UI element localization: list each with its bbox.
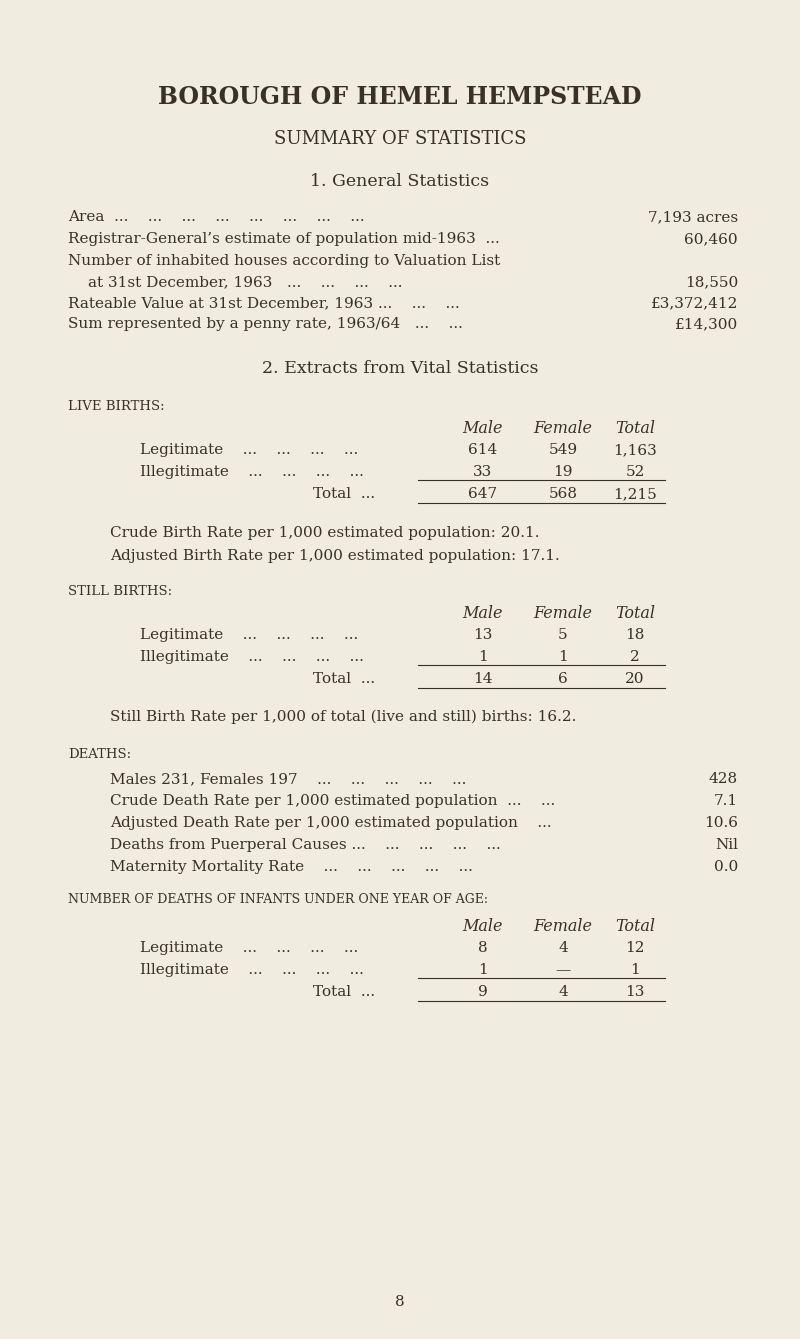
Text: 0.0: 0.0 [714, 860, 738, 874]
Text: 14: 14 [474, 672, 493, 686]
Text: 13: 13 [474, 628, 493, 641]
Text: £3,372,412: £3,372,412 [650, 296, 738, 311]
Text: BOROUGH OF HEMEL HEMPSTEAD: BOROUGH OF HEMEL HEMPSTEAD [158, 84, 642, 108]
Text: Total: Total [615, 919, 655, 935]
Text: DEATHS:: DEATHS: [68, 749, 131, 761]
Text: 1. General Statistics: 1. General Statistics [310, 173, 490, 190]
Text: 1: 1 [478, 963, 488, 977]
Text: 1,163: 1,163 [613, 443, 657, 457]
Text: 428: 428 [709, 773, 738, 786]
Text: Crude Birth Rate per 1,000 estimated population: 20.1.: Crude Birth Rate per 1,000 estimated pop… [110, 526, 539, 540]
Text: 8: 8 [478, 941, 488, 955]
Text: 18,550: 18,550 [685, 274, 738, 289]
Text: Adjusted Death Rate per 1,000 estimated population    ...: Adjusted Death Rate per 1,000 estimated … [110, 815, 552, 830]
Text: Illegitimate    ...    ...    ...    ...: Illegitimate ... ... ... ... [140, 465, 364, 479]
Text: Deaths from Puerperal Causes ...    ...    ...    ...    ...: Deaths from Puerperal Causes ... ... ...… [110, 838, 501, 852]
Text: STILL BIRTHS:: STILL BIRTHS: [68, 585, 172, 599]
Text: 549: 549 [549, 443, 578, 457]
Text: NUMBER OF DEATHS OF INFANTS UNDER ONE YEAR OF AGE:: NUMBER OF DEATHS OF INFANTS UNDER ONE YE… [68, 893, 488, 907]
Text: 7.1: 7.1 [714, 794, 738, 807]
Text: Legitimate    ...    ...    ...    ...: Legitimate ... ... ... ... [140, 628, 358, 641]
Text: 18: 18 [626, 628, 645, 641]
Text: 6: 6 [558, 672, 568, 686]
Text: Illegitimate    ...    ...    ...    ...: Illegitimate ... ... ... ... [140, 649, 364, 664]
Text: Total  ...: Total ... [313, 672, 375, 686]
Text: Male: Male [462, 605, 503, 623]
Text: at 31st December, 1963   ...    ...    ...    ...: at 31st December, 1963 ... ... ... ... [88, 274, 402, 289]
Text: Registrar-General’s estimate of population mid-1963  ...: Registrar-General’s estimate of populati… [68, 232, 500, 246]
Text: 2: 2 [630, 649, 640, 664]
Text: 2. Extracts from Vital Statistics: 2. Extracts from Vital Statistics [262, 360, 538, 378]
Text: Female: Female [534, 420, 593, 437]
Text: Maternity Mortality Rate    ...    ...    ...    ...    ...: Maternity Mortality Rate ... ... ... ...… [110, 860, 473, 874]
Text: Sum represented by a penny rate, 1963/64   ...    ...: Sum represented by a penny rate, 1963/64… [68, 317, 463, 331]
Text: SUMMARY OF STATISTICS: SUMMARY OF STATISTICS [274, 130, 526, 149]
Text: Legitimate    ...    ...    ...    ...: Legitimate ... ... ... ... [140, 941, 358, 955]
Text: Female: Female [534, 919, 593, 935]
Text: 1: 1 [630, 963, 640, 977]
Text: 647: 647 [469, 487, 498, 501]
Text: 60,460: 60,460 [684, 232, 738, 246]
Text: Total  ...: Total ... [313, 986, 375, 999]
Text: 7,193 acres: 7,193 acres [648, 210, 738, 224]
Text: 12: 12 [626, 941, 645, 955]
Text: 4: 4 [558, 941, 568, 955]
Text: 1: 1 [478, 649, 488, 664]
Text: Total  ...: Total ... [313, 487, 375, 501]
Text: Number of inhabited houses according to Valuation List: Number of inhabited houses according to … [68, 254, 500, 268]
Text: Male: Male [462, 420, 503, 437]
Text: —: — [555, 963, 570, 977]
Text: Nil: Nil [715, 838, 738, 852]
Text: 9: 9 [478, 986, 488, 999]
Text: Area  ...    ...    ...    ...    ...    ...    ...    ...: Area ... ... ... ... ... ... ... ... [68, 210, 365, 224]
Text: 1: 1 [558, 649, 568, 664]
Text: 20: 20 [626, 672, 645, 686]
Text: Illegitimate    ...    ...    ...    ...: Illegitimate ... ... ... ... [140, 963, 364, 977]
Text: 5: 5 [558, 628, 568, 641]
Text: LIVE BIRTHS:: LIVE BIRTHS: [68, 400, 165, 412]
Text: Legitimate    ...    ...    ...    ...: Legitimate ... ... ... ... [140, 443, 358, 457]
Text: 19: 19 [554, 465, 573, 479]
Text: 33: 33 [474, 465, 493, 479]
Text: Total: Total [615, 420, 655, 437]
Text: 4: 4 [558, 986, 568, 999]
Text: 52: 52 [626, 465, 645, 479]
Text: Still Birth Rate per 1,000 of total (live and still) births: 16.2.: Still Birth Rate per 1,000 of total (liv… [110, 710, 576, 724]
Text: £14,300: £14,300 [674, 317, 738, 331]
Text: Rateable Value at 31st December, 1963 ...    ...    ...: Rateable Value at 31st December, 1963 ..… [68, 296, 460, 311]
Text: 568: 568 [549, 487, 578, 501]
Text: Male: Male [462, 919, 503, 935]
Text: Crude Death Rate per 1,000 estimated population  ...    ...: Crude Death Rate per 1,000 estimated pop… [110, 794, 555, 807]
Text: 13: 13 [626, 986, 645, 999]
Text: Total: Total [615, 605, 655, 623]
Text: 8: 8 [395, 1295, 405, 1310]
Text: 614: 614 [468, 443, 498, 457]
Text: Males 231, Females 197    ...    ...    ...    ...    ...: Males 231, Females 197 ... ... ... ... .… [110, 773, 466, 786]
Text: Female: Female [534, 605, 593, 623]
Text: Adjusted Birth Rate per 1,000 estimated population: 17.1.: Adjusted Birth Rate per 1,000 estimated … [110, 549, 560, 562]
Text: 10.6: 10.6 [704, 815, 738, 830]
Text: 1,215: 1,215 [613, 487, 657, 501]
